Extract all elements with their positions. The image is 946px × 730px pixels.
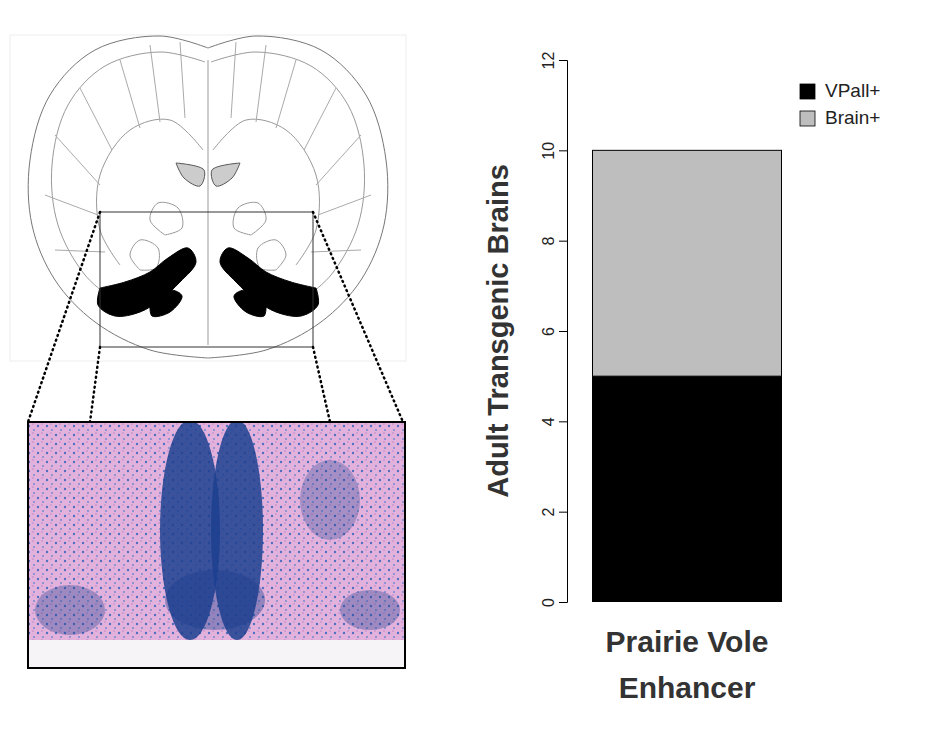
bars (593, 150, 782, 602)
cortex-division (120, 60, 140, 128)
legend-swatch (800, 111, 815, 126)
y-tick-label: 10 (540, 142, 557, 160)
histology (28, 422, 405, 668)
cortex-division (304, 88, 336, 150)
inner-line (97, 119, 203, 265)
cortex-division (150, 45, 160, 122)
cortex-division (45, 195, 98, 215)
legend-swatch (800, 84, 815, 99)
cortex-division (231, 42, 236, 118)
y-tick-mark (559, 421, 567, 422)
cortex-division (316, 135, 361, 185)
legend-label: Brain+ (825, 107, 880, 128)
legend: VPall+ Brain+ (800, 80, 880, 128)
y-tick-mark (559, 602, 567, 603)
y-tick: 6 (540, 327, 567, 336)
legend-item: Brain+ (800, 107, 880, 128)
y-tick-label: 2 (540, 508, 557, 517)
y-tick-label: 0 (540, 598, 557, 607)
highlighted-region (97, 248, 196, 317)
connector (90, 347, 100, 422)
y-tick-mark (559, 60, 567, 61)
cortex-division (80, 88, 112, 150)
y-tick-label: 12 (540, 52, 557, 70)
y-tick-label: 8 (540, 237, 557, 246)
highlighted-region (150, 290, 182, 317)
cortex-division (55, 250, 105, 252)
figure: 0 2 4 6 8 10 12 Adult Transgenic Brains Prairie … (0, 0, 946, 730)
brain-illustration (10, 35, 406, 668)
highlighted-region (234, 290, 266, 317)
x-tick-label: Prairie VoleEnhancer (606, 625, 769, 704)
y-axis: 0 2 4 6 8 10 12 (540, 52, 568, 607)
nucleus-outline (130, 240, 159, 270)
y-tick: 4 (540, 417, 567, 426)
cortex-division (318, 195, 371, 215)
nucleus-outline (257, 240, 286, 270)
nucleus-outline (150, 202, 183, 235)
brain-outline (28, 36, 208, 358)
y-axis-title: Adult Transgenic Brains (482, 164, 514, 498)
cortex-division (55, 135, 100, 185)
y-tick-mark (559, 241, 567, 242)
connector (313, 347, 330, 422)
y-tick-label: 6 (540, 327, 557, 336)
y-tick: 10 (540, 142, 567, 160)
connector (313, 212, 403, 422)
y-tick-mark (559, 512, 567, 513)
cortex-division (276, 60, 296, 128)
connector (28, 212, 100, 422)
stained-area (35, 585, 105, 635)
highlighted-region (220, 248, 319, 317)
stained-area (165, 570, 265, 630)
y-tick: 8 (540, 237, 567, 246)
legend-label: VPall+ (825, 80, 880, 101)
brain-outline (208, 36, 388, 358)
cortex-division (311, 250, 361, 252)
ventricle (211, 163, 240, 186)
y-tick: 2 (540, 508, 567, 517)
y-tick-mark (559, 331, 567, 332)
y-tick: 12 (540, 52, 567, 70)
legend-item: VPall+ (800, 80, 880, 101)
stained-area (340, 590, 400, 630)
ventricle (176, 163, 205, 186)
bar-segment (593, 376, 782, 602)
y-tick: 0 (540, 598, 567, 607)
stained-area (300, 460, 360, 540)
page: 0 2 4 6 8 10 12 Adult Transgenic Brains Prairie … (0, 0, 946, 730)
y-tick-mark (559, 150, 567, 151)
y-axis-line (559, 61, 568, 603)
inner-line (213, 119, 319, 265)
cortex-division (180, 42, 185, 118)
cortex-division (256, 45, 266, 122)
inset-box (100, 212, 313, 347)
midline (208, 60, 209, 345)
atlas-background (10, 35, 406, 361)
slide-background (28, 640, 405, 668)
nucleus-outline (233, 202, 266, 235)
y-tick-label: 4 (540, 417, 557, 426)
histology-frame (28, 422, 405, 668)
bar-segment (593, 150, 782, 376)
